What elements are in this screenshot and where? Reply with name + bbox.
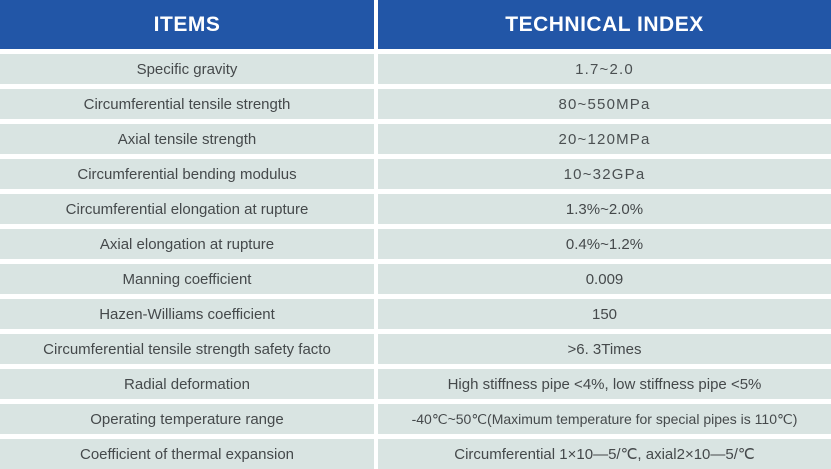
row-value-specific-gravity: 1.7~2.0 bbox=[378, 54, 831, 84]
row-value-manning-coefficient: 0.009 bbox=[378, 264, 831, 294]
row-value-circumferential-elongation-at-rupture: 1.3%~2.0% bbox=[378, 194, 831, 224]
row-item-operating-temperature-range: Operating temperature range bbox=[0, 404, 374, 434]
row-value-operating-temperature-range: -40℃~50℃(Maximum temperature for special… bbox=[378, 404, 831, 434]
row-value-radial-deformation: High stiffness pipe <4%, low stiffness p… bbox=[378, 369, 831, 399]
row-item-axial-elongation-at-rupture: Axial elongation at rupture bbox=[0, 229, 374, 259]
row-item-circumferential-elongation-at-rupture: Circumferential elongation at rupture bbox=[0, 194, 374, 224]
row-value-coefficient-of-thermal-expansion: Circumferential 1×10—5/℃, axial2×10—5/℃ bbox=[378, 439, 831, 469]
row-item-circumferential-bending-modulus: Circumferential bending modulus bbox=[0, 159, 374, 189]
row-item-manning-coefficient: Manning coefficient bbox=[0, 264, 374, 294]
row-value-circumferential-bending-modulus: 10~32GPa bbox=[378, 159, 831, 189]
row-item-radial-deformation: Radial deformation bbox=[0, 369, 374, 399]
row-value-circumferential-tensile-strength: 80~550MPa bbox=[378, 89, 831, 119]
row-item-coefficient-of-thermal-expansion: Coefficient of thermal expansion bbox=[0, 439, 374, 469]
row-item-hazen-williams-coefficient: Hazen-Williams coefficient bbox=[0, 299, 374, 329]
row-value-hazen-williams-coefficient: 150 bbox=[378, 299, 831, 329]
row-item-axial-tensile-strength: Axial tensile strength bbox=[0, 124, 374, 154]
column-header-technical-index: TECHNICAL INDEX bbox=[378, 0, 831, 49]
row-item-specific-gravity: Specific gravity bbox=[0, 54, 374, 84]
row-item-safety-factor: Circumferential tensile strength safety … bbox=[0, 334, 374, 364]
row-item-circumferential-tensile-strength: Circumferential tensile strength bbox=[0, 89, 374, 119]
row-value-safety-factor: >6. 3Times bbox=[378, 334, 831, 364]
row-value-axial-tensile-strength: 20~120MPa bbox=[378, 124, 831, 154]
column-header-items: ITEMS bbox=[0, 0, 374, 49]
row-value-axial-elongation-at-rupture: 0.4%~1.2% bbox=[378, 229, 831, 259]
